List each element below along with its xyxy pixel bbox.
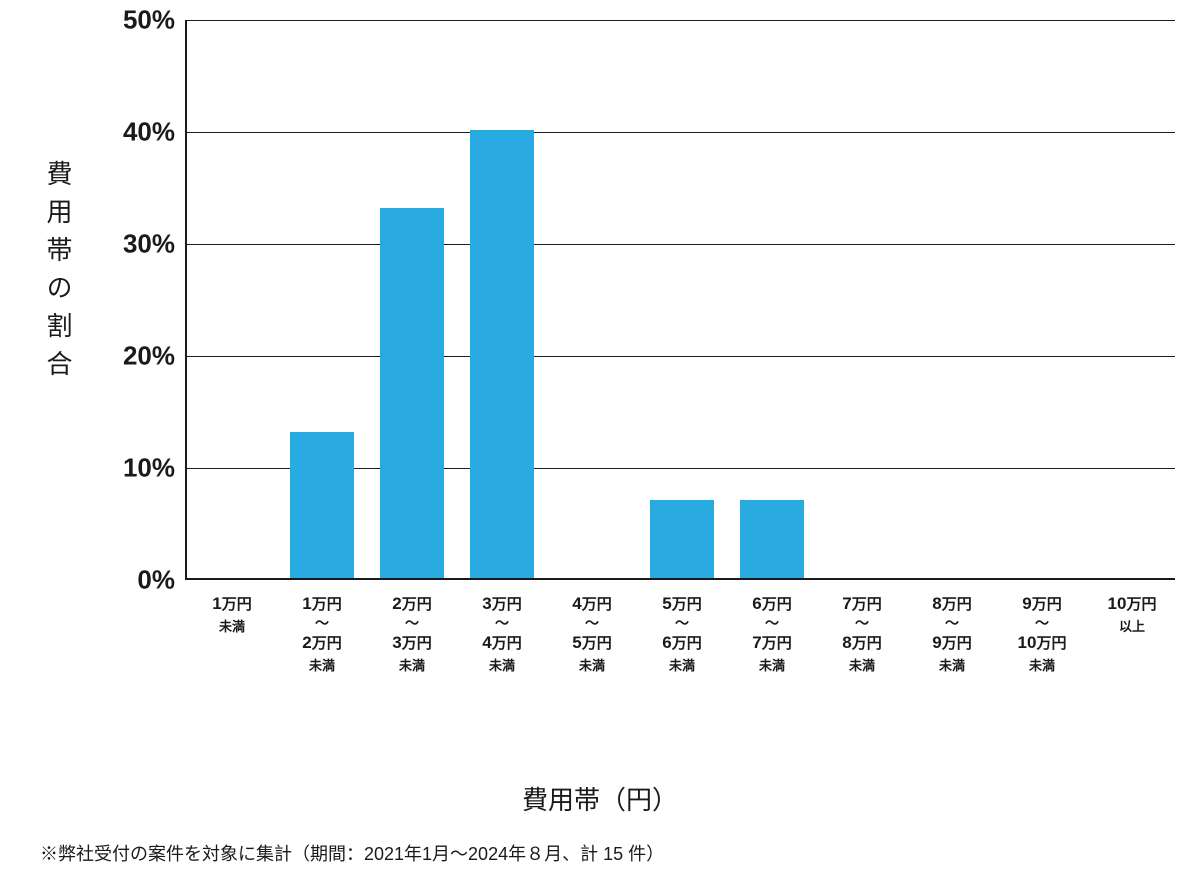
chart-container: 費用帯の割合 0%10%20%30%40%50%1万円未満1万円～2万円未満2万… <box>0 0 1200 874</box>
y-tick-label: 30% <box>95 229 175 260</box>
bar <box>740 500 805 578</box>
x-tick-label: 8万円～9万円未満 <box>907 592 997 676</box>
x-tick-label: 5万円～6万円未満 <box>637 592 727 676</box>
plot-area: 0%10%20%30%40%50%1万円未満1万円～2万円未満2万円～3万円未満… <box>185 20 1175 580</box>
x-axis-label: 費用帯（円） <box>0 780 1200 817</box>
x-tick-label: 2万円～3万円未満 <box>367 592 457 676</box>
x-tick-label: 10万円以上 <box>1087 592 1177 637</box>
bar <box>380 208 445 578</box>
x-tick-label: 3万円～4万円未満 <box>457 592 547 676</box>
gridline <box>187 356 1175 357</box>
x-tick-label: 1万円未満 <box>187 592 277 637</box>
y-tick-label: 50% <box>95 5 175 36</box>
y-axis-label: 費用帯の割合 <box>40 160 77 388</box>
y-tick-label: 20% <box>95 341 175 372</box>
x-tick-label: 7万円～8万円未満 <box>817 592 907 676</box>
y-tick-label: 40% <box>95 117 175 148</box>
y-tick-label: 0% <box>95 565 175 596</box>
footnote-text: ※弊社受付の案件を対象に集計（期間：2021年1月～2024年８月、計 15 件… <box>40 840 664 866</box>
gridline <box>187 244 1175 245</box>
bar <box>290 432 355 578</box>
x-tick-label: 4万円～5万円未満 <box>547 592 637 676</box>
x-tick-label: 9万円～10万円未満 <box>997 592 1087 676</box>
gridline <box>187 132 1175 133</box>
bar <box>470 130 535 578</box>
x-tick-label: 6万円～7万円未満 <box>727 592 817 676</box>
gridline <box>187 20 1175 21</box>
bar <box>650 500 715 578</box>
y-tick-label: 10% <box>95 453 175 484</box>
x-tick-label: 1万円～2万円未満 <box>277 592 367 676</box>
